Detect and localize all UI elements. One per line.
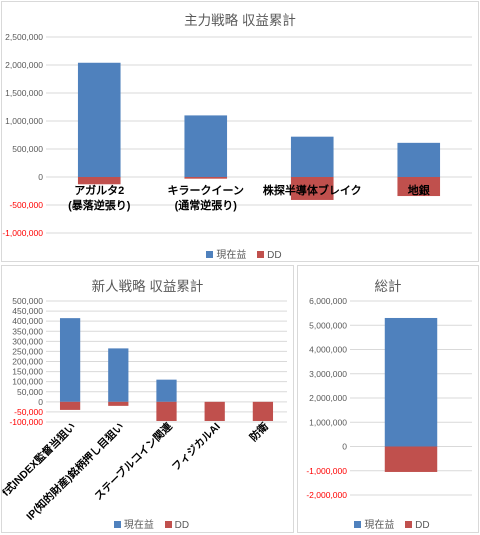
y-tick-label: 2,000,000 [309,393,347,403]
bar-profit [384,317,438,447]
legend-swatch-dd [405,521,413,528]
y-tick-label: 2,000,000 [5,60,43,70]
legend-label-dd: DD [267,250,282,261]
legend: 現在益 DD [298,516,478,531]
y-tick-label: 300,000 [12,336,43,346]
bar-profit [77,62,121,178]
y-tick-label: 3,000,000 [309,369,347,379]
bar-profit [156,379,177,402]
bar-profit [290,136,334,177]
x-category-label: 防衛 [247,420,271,444]
bar-dd [77,177,121,185]
y-tick-label: -1,000,000 [2,228,43,238]
bar-dd [290,177,334,200]
y-tick-label: 200,000 [12,357,43,367]
legend-swatch-profit [113,521,121,528]
x-category-label: アガルタ2 [74,183,124,197]
x-category-label: フィジカルAI [170,421,223,474]
legend-swatch-dd [164,521,172,528]
legend: 現在益 DD [2,516,293,531]
bar-dd [204,401,225,421]
legend-label-dd: DD [415,520,430,531]
chart-title: 新人戦略 収益累計 [91,279,204,294]
total-chart: 総計 6,000,000 5,000,000 4,000,000 3,000,000 2… [297,265,479,533]
bar-profit [184,115,228,177]
x-category-label: (通常逆張り) [175,198,238,212]
y-tick-label: -50,000 [14,407,43,417]
y-tick-label: -1,000,000 [306,466,347,476]
y-tick-label: 2,500,000 [5,32,43,42]
y-tick-label: 0 [342,442,347,452]
main-strategy-chart: 主力戦略 収益累計 2,500,000 2,000,000 1,500,000 1,0… [1,1,479,262]
bar-dd [252,401,274,421]
total-plot: 6,000,000 5,000,000 4,000,000 3,000,000 2,00… [306,296,472,500]
y-tick-label: 250,000 [12,346,43,356]
legend-label-profit: 現在益 [364,520,395,531]
y-tick-label: 4,000,000 [309,345,347,355]
chart-title: 総計 [374,279,402,294]
bar-dd [384,446,438,472]
y-tick-label: 350,000 [12,326,43,336]
y-tick-label: 1,500,000 [5,88,43,98]
y-tick-label: -100,000 [9,417,43,427]
bar-profit [59,318,81,402]
bar-dd [59,401,81,410]
x-category-label: ステーブルコイン関連 [92,420,175,503]
y-tick-label: 1,000,000 [309,417,347,427]
x-category-label: キラークイーン [168,184,244,197]
y-tick-label: 150,000 [12,367,43,377]
new-strategy-chart: 新人戦略 収益累計 500,000 450,000 400,000 350,000 30… [1,265,294,533]
x-category-label: (暴落逆張り) [68,198,131,212]
main-strategy-plot: 2,500,000 2,000,000 1,500,000 1,000,000 500,… [2,32,472,238]
new-strategy-plot: 500,000450,000400,000350,000300,000250,0… [2,296,287,523]
legend-label-profit: 現在益 [216,250,247,261]
bar-dd [184,177,228,179]
y-tick-label: 0 [38,172,43,182]
y-tick-label: 500,000 [12,144,43,154]
bar-profit [108,348,129,402]
chart-title: 主力戦略 収益累計 [184,13,296,28]
bar-dd [156,401,177,421]
legend: 現在益 DD [2,246,478,261]
y-tick-label: 0 [38,397,43,407]
legend-label-profit: 現在益 [123,520,154,531]
y-tick-label: 50,000 [17,387,43,397]
y-tick-label: 1,000,000 [5,116,43,126]
x-category-label: 株探半導体ブレイク [263,183,362,197]
y-tick-label: -500,000 [9,200,43,210]
x-category-label: IP(知的財産)銘柄押し目狙い [24,420,127,523]
y-tick-label: 450,000 [12,306,43,316]
y-tick-label: 6,000,000 [309,296,347,306]
bar-profit [397,142,441,177]
bar-dd [108,401,129,406]
y-tick-label: 100,000 [12,377,43,387]
x-category-label: 地銀 [408,183,430,197]
legend-label-dd: DD [174,520,190,531]
y-tick-label: 5,000,000 [309,320,347,330]
y-tick-label: 400,000 [12,316,43,326]
legend-swatch-profit [354,521,362,528]
y-tick-label: 500,000 [12,296,43,306]
legend-swatch-profit [206,251,214,258]
bar-dd [397,177,441,197]
legend-swatch-dd [257,251,265,258]
y-tick-label: -2,000,000 [306,490,347,500]
